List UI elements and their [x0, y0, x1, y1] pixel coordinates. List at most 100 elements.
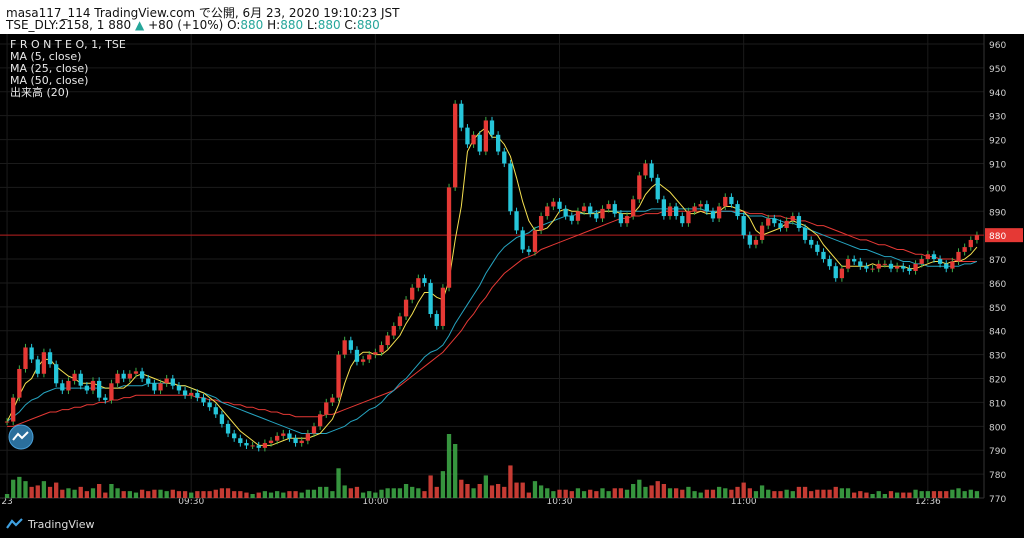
- candle: [894, 262, 900, 273]
- candle: [373, 348, 378, 359]
- candle-body: [434, 314, 439, 326]
- candle-body: [158, 383, 163, 391]
- candle: [324, 398, 329, 418]
- candle-body: [373, 352, 378, 355]
- volume-bar: [342, 485, 347, 498]
- volume-bar: [90, 488, 96, 498]
- candle-body: [631, 199, 636, 217]
- y-tick-label: 810: [989, 399, 1006, 409]
- volume-bar: [913, 489, 918, 498]
- candle-body: [508, 163, 513, 212]
- y-tick-label: 900: [989, 184, 1006, 194]
- candle-body: [692, 206, 697, 212]
- candle-body: [287, 433, 292, 439]
- candle-body: [465, 127, 470, 145]
- volume-bar: [852, 492, 857, 498]
- candle-body: [661, 199, 667, 217]
- candle-body: [575, 211, 581, 221]
- candle-body: [330, 397, 335, 403]
- candle-body: [410, 287, 415, 300]
- candle-body: [121, 373, 126, 379]
- volume-bar: [428, 475, 433, 498]
- volume-bar: [667, 488, 673, 498]
- candle-body: [115, 373, 120, 384]
- candle: [919, 255, 924, 268]
- volume-bar: [262, 491, 268, 498]
- volume-bar: [47, 486, 53, 498]
- candle: [557, 198, 562, 213]
- candle-body: [23, 347, 28, 369]
- candle: [158, 379, 163, 395]
- volume-bar: [815, 489, 820, 498]
- candle-body: [416, 278, 421, 288]
- volume-bar: [133, 492, 139, 498]
- volume-bar: [759, 485, 765, 498]
- price-change: +80 (+10%): [148, 18, 224, 32]
- candle-body: [489, 120, 495, 135]
- candle-body: [446, 187, 452, 288]
- x-tick-label: 23: [1, 497, 12, 507]
- volume-bar: [581, 491, 587, 498]
- volume-bar: [410, 486, 415, 498]
- volume-bar: [937, 491, 943, 498]
- candle-body: [4, 421, 10, 423]
- volume-bar: [612, 488, 617, 498]
- volume-bar: [367, 491, 372, 498]
- volume-bar: [115, 488, 120, 498]
- volume-bar: [23, 481, 28, 498]
- volume-bar: [520, 482, 525, 498]
- volume-bar: [446, 434, 452, 498]
- volume-bar: [870, 494, 875, 498]
- y-tick-label: 830: [989, 352, 1006, 362]
- candle-body: [520, 230, 525, 250]
- volume-bar: [569, 491, 574, 498]
- candle: [495, 131, 501, 156]
- volume-bar: [894, 492, 900, 498]
- candle: [821, 248, 826, 263]
- volume-bar: [545, 488, 550, 498]
- candle-body: [569, 216, 574, 221]
- candle: [84, 382, 90, 395]
- candle: [514, 207, 519, 234]
- volume-bar: [821, 489, 826, 498]
- candle: [520, 226, 525, 254]
- tradingview-badge[interactable]: [8, 424, 34, 454]
- volume-bar: [956, 488, 961, 498]
- candle-body: [207, 402, 212, 408]
- volume-bar: [78, 486, 83, 498]
- volume-bar: [379, 489, 384, 498]
- candle: [526, 245, 531, 256]
- high-value: 880: [280, 18, 304, 32]
- candle-body: [747, 235, 752, 245]
- candle-body: [109, 383, 114, 401]
- candle-body: [379, 345, 384, 353]
- volume-bar: [434, 486, 439, 498]
- candle: [864, 262, 869, 273]
- volume-bar: [60, 489, 65, 498]
- volume-bar: [901, 492, 906, 498]
- candle: [588, 202, 593, 218]
- price-chart[interactable]: 770 780 790 800 810 820 830 840 850 860 870 880 890 9…: [0, 34, 1024, 512]
- volume-bar: [698, 492, 703, 498]
- candle: [317, 410, 323, 430]
- candle: [551, 198, 556, 211]
- tradingview-logo[interactable]: TradingView: [6, 517, 94, 531]
- candle-body: [225, 423, 231, 434]
- candle: [686, 207, 691, 227]
- candle-body: [483, 120, 489, 152]
- candle: [594, 210, 599, 223]
- candle-body: [502, 151, 507, 164]
- candle: [944, 260, 949, 273]
- volume-bar: [950, 489, 955, 498]
- candle-body: [453, 103, 458, 188]
- candle: [170, 374, 175, 390]
- candle-body: [551, 201, 556, 207]
- volume-bar: [139, 489, 145, 498]
- y-tick-label: 770: [989, 495, 1006, 505]
- candle-body: [716, 206, 722, 219]
- candle: [293, 434, 298, 447]
- candle-body: [882, 263, 888, 265]
- tradingview-badge-icon: [8, 424, 34, 450]
- candle-body: [913, 263, 918, 271]
- ma5-line: [6, 126, 978, 446]
